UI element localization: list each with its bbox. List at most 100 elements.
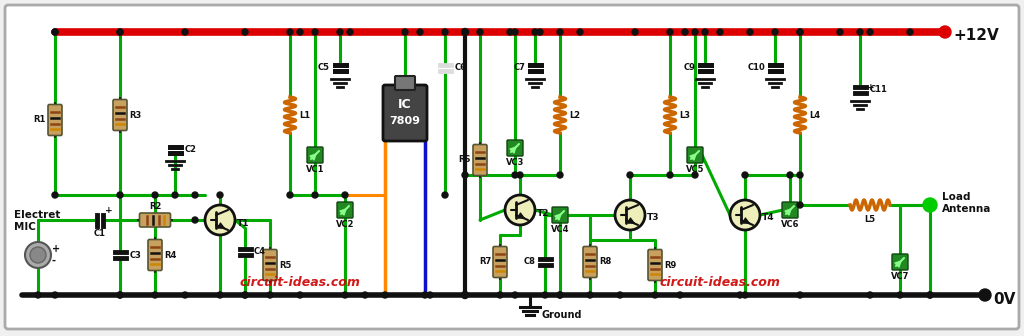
- Circle shape: [497, 292, 503, 298]
- Circle shape: [979, 289, 991, 301]
- Text: VC5: VC5: [686, 165, 705, 174]
- FancyBboxPatch shape: [493, 247, 507, 278]
- FancyBboxPatch shape: [383, 85, 427, 141]
- Circle shape: [517, 172, 523, 178]
- FancyBboxPatch shape: [5, 5, 1019, 329]
- Text: circuit-ideas.com: circuit-ideas.com: [659, 276, 780, 289]
- Text: 0V: 0V: [993, 292, 1016, 306]
- Circle shape: [427, 292, 433, 298]
- Circle shape: [462, 172, 468, 178]
- Text: 7809: 7809: [389, 116, 421, 126]
- Text: R8: R8: [599, 257, 611, 266]
- FancyBboxPatch shape: [148, 240, 162, 270]
- Circle shape: [422, 292, 428, 298]
- Text: L2: L2: [569, 111, 581, 120]
- Circle shape: [462, 29, 469, 36]
- Circle shape: [152, 292, 158, 298]
- FancyBboxPatch shape: [507, 140, 523, 156]
- Text: T1: T1: [237, 218, 250, 227]
- Text: R3: R3: [129, 111, 141, 120]
- Text: R2: R2: [148, 202, 161, 211]
- Circle shape: [52, 292, 58, 298]
- Circle shape: [182, 29, 188, 35]
- Circle shape: [193, 192, 198, 198]
- Circle shape: [505, 195, 535, 225]
- Text: Load
Antenna: Load Antenna: [942, 192, 991, 214]
- Circle shape: [587, 292, 593, 298]
- Circle shape: [242, 292, 248, 298]
- Text: L4: L4: [810, 111, 820, 120]
- FancyBboxPatch shape: [583, 247, 597, 278]
- FancyBboxPatch shape: [552, 207, 568, 223]
- Circle shape: [117, 192, 123, 198]
- Text: R6: R6: [459, 156, 471, 165]
- Circle shape: [217, 192, 223, 198]
- Circle shape: [797, 172, 803, 178]
- Text: R1: R1: [34, 116, 46, 125]
- Circle shape: [382, 292, 388, 298]
- Circle shape: [287, 29, 293, 35]
- Text: T4: T4: [762, 213, 774, 222]
- Circle shape: [867, 29, 873, 35]
- Circle shape: [442, 29, 449, 35]
- Circle shape: [927, 292, 933, 298]
- Circle shape: [477, 29, 483, 35]
- Circle shape: [927, 202, 933, 208]
- Circle shape: [627, 172, 633, 178]
- FancyBboxPatch shape: [307, 147, 323, 163]
- Circle shape: [312, 192, 318, 198]
- Circle shape: [797, 292, 803, 298]
- FancyBboxPatch shape: [139, 213, 171, 227]
- Text: C2: C2: [185, 145, 197, 155]
- Circle shape: [542, 292, 548, 298]
- Circle shape: [797, 29, 803, 35]
- Circle shape: [117, 29, 123, 35]
- Text: Ground: Ground: [542, 310, 583, 320]
- Circle shape: [117, 292, 123, 298]
- Circle shape: [152, 192, 158, 198]
- FancyBboxPatch shape: [473, 144, 487, 175]
- Circle shape: [25, 242, 51, 268]
- Circle shape: [507, 29, 513, 35]
- Circle shape: [702, 29, 708, 35]
- Text: T2: T2: [537, 209, 550, 217]
- Text: C7: C7: [513, 64, 525, 73]
- Circle shape: [652, 292, 658, 298]
- Circle shape: [117, 29, 123, 35]
- Circle shape: [692, 172, 698, 178]
- Text: VC3: VC3: [506, 158, 524, 167]
- Text: T3: T3: [647, 213, 659, 222]
- Text: circuit-ideas.com: circuit-ideas.com: [240, 276, 360, 289]
- Circle shape: [557, 172, 563, 178]
- Circle shape: [577, 29, 583, 35]
- Text: +: +: [867, 83, 876, 91]
- FancyBboxPatch shape: [892, 254, 908, 270]
- Text: C6: C6: [455, 64, 467, 73]
- Circle shape: [512, 172, 518, 178]
- Circle shape: [797, 202, 803, 208]
- Circle shape: [677, 292, 683, 298]
- Circle shape: [772, 29, 778, 35]
- FancyBboxPatch shape: [337, 202, 353, 218]
- Text: C3: C3: [130, 251, 142, 259]
- Text: R5: R5: [279, 260, 292, 269]
- Text: C4: C4: [254, 248, 266, 256]
- Circle shape: [462, 292, 468, 298]
- Circle shape: [532, 29, 538, 35]
- Circle shape: [730, 200, 760, 230]
- Circle shape: [287, 192, 293, 198]
- Circle shape: [242, 29, 248, 35]
- Circle shape: [692, 29, 698, 35]
- Circle shape: [632, 29, 638, 35]
- Circle shape: [927, 292, 933, 298]
- Text: R9: R9: [664, 260, 676, 269]
- Circle shape: [737, 292, 743, 298]
- Circle shape: [442, 192, 449, 198]
- Circle shape: [297, 292, 303, 298]
- Circle shape: [417, 29, 423, 35]
- FancyBboxPatch shape: [48, 104, 62, 135]
- Circle shape: [897, 292, 903, 298]
- Text: R4: R4: [164, 251, 176, 259]
- Circle shape: [537, 29, 543, 35]
- Circle shape: [939, 26, 951, 38]
